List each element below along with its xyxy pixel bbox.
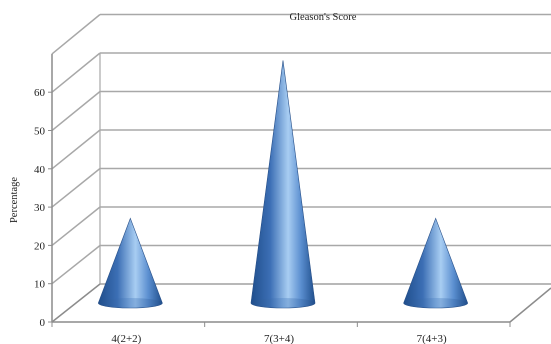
gridline-diagonal — [51, 90, 101, 132]
side-wall-bottom-edge — [51, 283, 101, 323]
cone-2 — [250, 60, 316, 309]
cone-base — [403, 298, 468, 308]
cone-3 — [403, 217, 468, 309]
y-tick-label: 0 — [40, 317, 46, 329]
x-tick-label: 7(4+3) — [417, 333, 447, 344]
gridline-diagonal — [51, 206, 101, 246]
y-tick-label: 40 — [34, 164, 46, 176]
y-tick-label: 60 — [34, 87, 46, 99]
x-tick-label: 7(3+4) — [264, 333, 294, 344]
y-tick-label: 30 — [34, 202, 46, 214]
floor-right-edge — [509, 287, 551, 323]
axes: 0 10 20 30 40 50 60 4(2+2) 7(3+4) 7(4+3) — [34, 53, 511, 344]
y-axis-label: Percentage — [9, 177, 20, 223]
cone-body — [403, 217, 468, 309]
gridlines — [51, 13, 551, 285]
cones — [98, 60, 468, 309]
y-tick-label: 20 — [34, 240, 46, 252]
gridline-diagonal — [51, 52, 101, 93]
x-tick-label: 4(2+2) — [111, 333, 141, 344]
cone-body — [98, 217, 163, 309]
gridline-diagonal — [51, 13, 101, 55]
cone-1 — [98, 217, 163, 309]
y-tick-label: 50 — [34, 126, 46, 138]
cone-base — [98, 298, 163, 308]
cone-base — [251, 298, 315, 308]
gridline-diagonal — [51, 244, 101, 285]
chart-title: Gleason's Score — [290, 12, 357, 23]
gridline-diagonal — [51, 167, 101, 208]
gridline-diagonal — [51, 129, 101, 170]
cone-body — [250, 60, 316, 309]
y-tick-label: 10 — [34, 279, 46, 291]
